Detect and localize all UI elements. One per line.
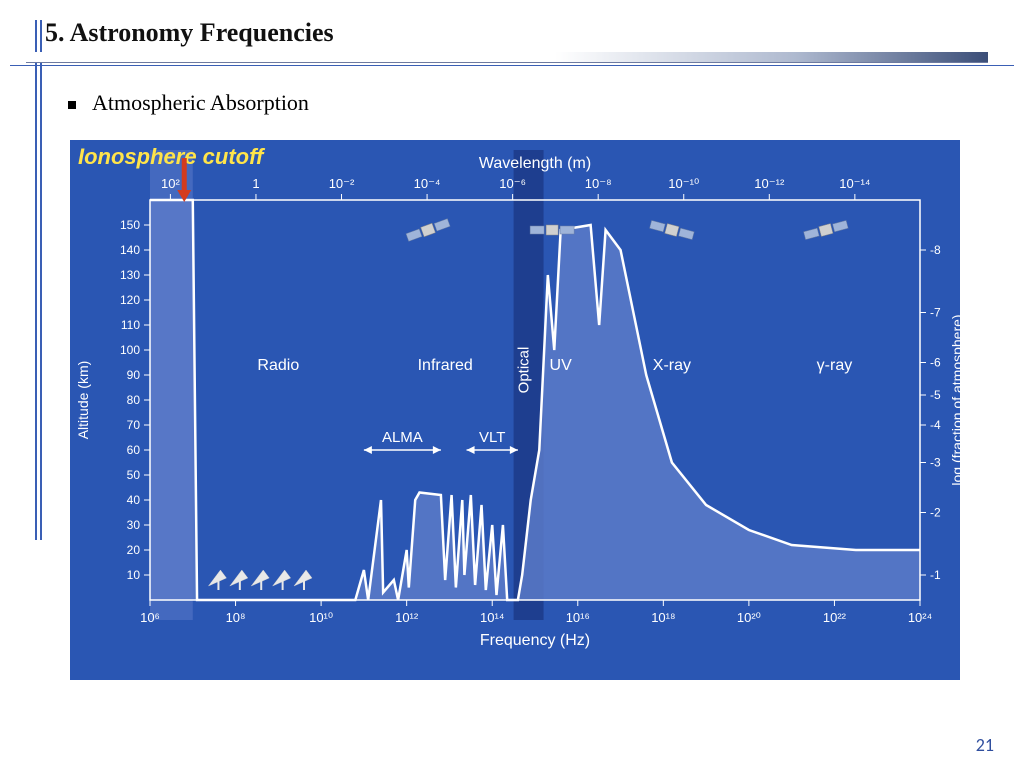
- svg-text:10⁻¹⁰: 10⁻¹⁰: [668, 176, 699, 191]
- svg-text:Ionosphere cutoff: Ionosphere cutoff: [78, 144, 266, 169]
- svg-text:10¹⁶: 10¹⁶: [566, 610, 590, 625]
- svg-text:10⁻⁶: 10⁻⁶: [499, 176, 526, 191]
- svg-text:-5: -5: [930, 388, 941, 402]
- svg-text:10⁸: 10⁸: [226, 610, 246, 625]
- svg-text:70: 70: [127, 418, 141, 432]
- svg-text:40: 40: [127, 493, 141, 507]
- svg-text:140: 140: [120, 243, 140, 257]
- svg-text:10²⁴: 10²⁴: [908, 610, 932, 625]
- page-number: 21: [976, 734, 994, 756]
- decor-vline-left-2: [40, 20, 42, 540]
- svg-text:Wavelength (m): Wavelength (m): [479, 155, 591, 172]
- svg-text:10²: 10²: [161, 176, 180, 191]
- bullet-row: Atmospheric Absorption: [68, 90, 309, 116]
- svg-text:10⁻⁸: 10⁻⁸: [585, 176, 612, 191]
- svg-text:Altitude (km): Altitude (km): [75, 361, 91, 440]
- bullet-text: Atmospheric Absorption: [92, 90, 309, 115]
- svg-text:-7: -7: [930, 306, 941, 320]
- atmospheric-absorption-chart: Optical 10⁶ 10⁸ 10¹⁰ 10¹² 10¹⁴ 10¹⁶ 10¹⁸ 10²⁰ 10²…: [70, 140, 960, 680]
- svg-text:10⁶: 10⁶: [140, 610, 160, 625]
- svg-text:10¹⁴: 10¹⁴: [480, 610, 504, 625]
- svg-text:-6: -6: [930, 356, 941, 370]
- svg-text:-4: -4: [930, 418, 941, 432]
- svg-text:Optical: Optical: [516, 347, 533, 394]
- title-underline: [10, 65, 1014, 66]
- svg-text:10⁻¹²: 10⁻¹²: [754, 176, 785, 191]
- svg-text:10²²: 10²²: [823, 610, 847, 625]
- svg-text:120: 120: [120, 293, 140, 307]
- svg-text:10: 10: [127, 568, 141, 582]
- svg-text:X-ray: X-ray: [653, 357, 691, 374]
- svg-text:γ-ray: γ-ray: [817, 357, 853, 374]
- title-gradient-bar: [26, 52, 988, 63]
- satellite-icon: [530, 225, 574, 235]
- svg-text:80: 80: [127, 393, 141, 407]
- svg-text:-1: -1: [930, 568, 941, 582]
- decor-vline-left: [35, 20, 37, 540]
- svg-text:130: 130: [120, 268, 140, 282]
- svg-text:100: 100: [120, 343, 140, 357]
- svg-text:10¹²: 10¹²: [395, 610, 419, 625]
- svg-text:10⁻⁴: 10⁻⁴: [414, 176, 441, 191]
- svg-text:UV: UV: [550, 357, 573, 374]
- svg-text:Frequency (Hz): Frequency (Hz): [480, 632, 590, 649]
- bullet-icon: [68, 101, 76, 109]
- svg-text:VLT: VLT: [479, 429, 505, 446]
- svg-text:log (fraction of atmosphere): log (fraction of atmosphere): [949, 314, 960, 485]
- svg-text:10⁻²: 10⁻²: [329, 176, 355, 191]
- svg-text:20: 20: [127, 543, 141, 557]
- svg-text:-8: -8: [930, 243, 941, 257]
- svg-text:30: 30: [127, 518, 141, 532]
- svg-text:50: 50: [127, 468, 141, 482]
- svg-text:60: 60: [127, 443, 141, 457]
- svg-text:Infrared: Infrared: [418, 357, 473, 374]
- svg-text:10¹⁸: 10¹⁸: [651, 610, 675, 625]
- slide-title: 5. Astronomy Frequencies: [45, 18, 334, 48]
- svg-text:150: 150: [120, 218, 140, 232]
- svg-text:10⁻¹⁴: 10⁻¹⁴: [839, 176, 870, 191]
- svg-text:1: 1: [252, 176, 259, 191]
- svg-text:110: 110: [121, 318, 140, 332]
- svg-text:-2: -2: [930, 506, 941, 520]
- svg-text:10¹⁰: 10¹⁰: [309, 610, 333, 625]
- svg-text:90: 90: [127, 368, 141, 382]
- svg-text:ALMA: ALMA: [382, 429, 423, 446]
- svg-text:-3: -3: [930, 456, 941, 470]
- svg-text:10²⁰: 10²⁰: [737, 610, 761, 625]
- svg-text:Radio: Radio: [257, 357, 299, 374]
